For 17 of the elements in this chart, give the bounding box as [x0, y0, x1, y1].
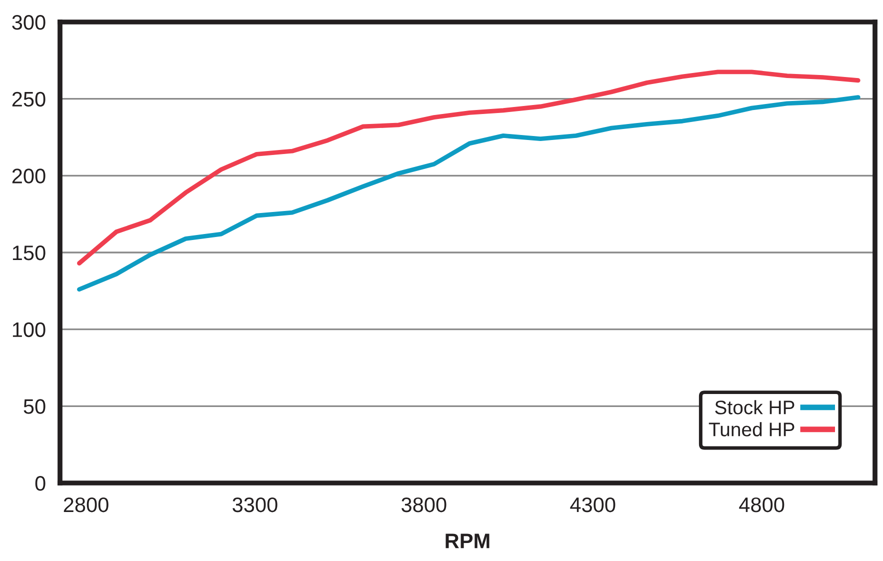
y-tick-label: 300: [12, 15, 46, 30]
line-series: [77, 95, 860, 292]
legend-label: Tuned HP: [708, 422, 794, 436]
x-tick-label: 3300: [232, 497, 278, 512]
line-series: [77, 70, 860, 266]
y-tick-label: 150: [12, 246, 46, 260]
y-tick-label: 0: [35, 476, 46, 491]
y-tick-label: 50: [24, 399, 46, 414]
y-tick-label: 250: [12, 92, 46, 107]
legend-label: Stock HP: [715, 400, 794, 414]
x-tick-label: 2800: [64, 497, 108, 512]
x-tick-label: 3800: [402, 497, 446, 512]
x-axis-title: RPM: [446, 534, 490, 548]
x-tick-label: 4800: [739, 497, 784, 512]
y-tick-label: 200: [12, 168, 46, 184]
y-tick-label: 100: [12, 322, 46, 338]
x-tick-label: 4300: [570, 497, 616, 512]
